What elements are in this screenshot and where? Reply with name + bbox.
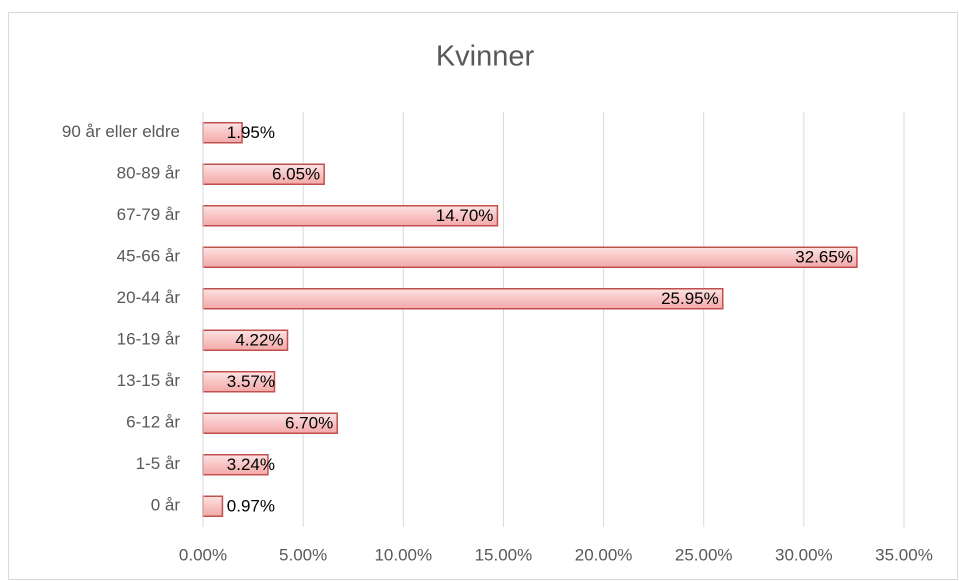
data-label: 3.57% [227,372,275,391]
y-tick-label: 1-5 år [136,454,181,473]
x-tick-label: 15.00% [475,545,533,564]
y-tick-label: 90 år eller eldre [62,122,180,141]
data-label: 25.95% [661,289,719,308]
chart-title: Kvinner [436,41,535,73]
data-label: 3.24% [227,455,275,474]
x-tick-label: 35.00% [875,545,933,564]
x-tick-label: 30.00% [775,545,833,564]
x-tick-label: 25.00% [675,545,733,564]
bar [202,246,858,268]
x-tick-label: 0.00% [179,545,227,564]
y-tick-label: 80-89 år [117,164,181,183]
x-tick-label: 20.00% [575,545,633,564]
y-tick-label: 20-44 år [117,288,181,307]
y-tick-label: 6-12 år [126,413,180,432]
data-label: 32.65% [795,248,853,267]
data-label: 14.70% [436,206,494,225]
bar [202,288,724,310]
data-label: 0.97% [227,497,275,516]
data-label: 6.70% [285,414,333,433]
y-tick-label: 0 år [151,496,181,515]
y-tick-label: 13-15 år [117,371,181,390]
data-label: 6.05% [272,165,320,184]
y-tick-label: 16-19 år [117,330,181,349]
x-tick-label: 10.00% [374,545,432,564]
y-tick-label: 45-66 år [117,247,181,266]
data-label: 4.22% [235,331,283,350]
data-label: 1.95% [227,123,275,142]
bar [202,495,224,517]
y-tick-label: 67-79 år [117,205,181,224]
x-tick-label: 5.00% [279,545,327,564]
